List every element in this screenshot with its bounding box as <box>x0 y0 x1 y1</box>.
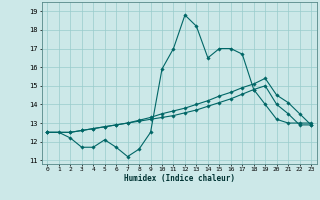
X-axis label: Humidex (Indice chaleur): Humidex (Indice chaleur) <box>124 174 235 183</box>
